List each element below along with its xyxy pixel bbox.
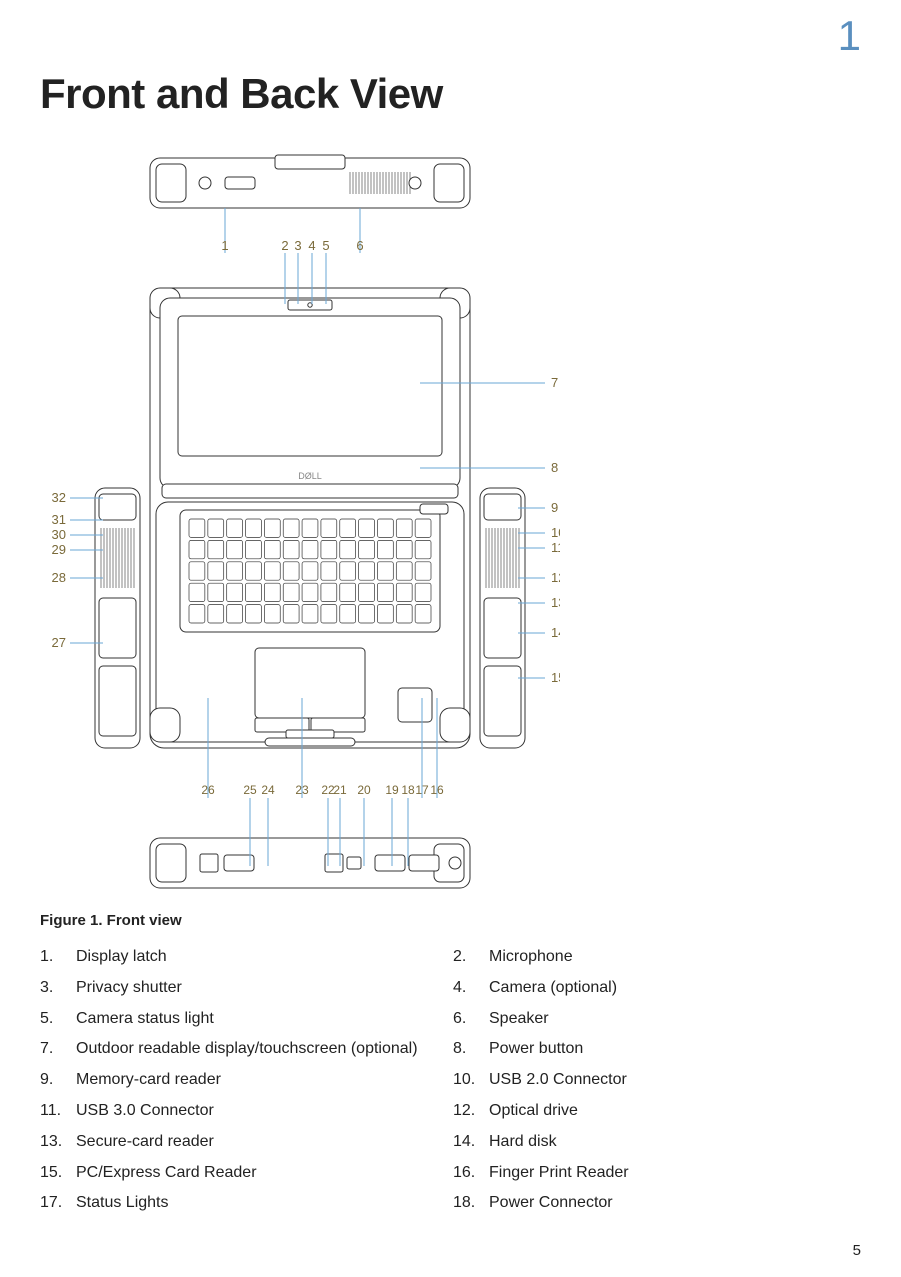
legend-item-number: 17. — [40, 1193, 70, 1214]
legend-item-number: 13. — [40, 1132, 70, 1153]
legend-item-text: Privacy shutter — [76, 978, 447, 999]
legend-item-number: 2. — [453, 947, 483, 968]
svg-text:26: 26 — [201, 783, 215, 797]
svg-text:13: 13 — [551, 595, 560, 610]
legend-item-text: PC/Express Card Reader — [76, 1163, 447, 1184]
legend-item-text: Hard disk — [489, 1132, 860, 1153]
legend-item-text: USB 3.0 Connector — [76, 1101, 447, 1122]
legend-item-text: Display latch — [76, 947, 447, 968]
legend-item-number: 16. — [453, 1163, 483, 1184]
legend-item-number: 7. — [40, 1039, 70, 1060]
legend-item-number: 3. — [40, 978, 70, 999]
legend-item-text: Outdoor readable display/touchscreen (op… — [76, 1039, 447, 1060]
legend-item-text: Camera (optional) — [489, 978, 860, 999]
svg-text:7: 7 — [551, 375, 558, 390]
legend-item-text: Power Connector — [489, 1193, 860, 1214]
svg-text:31: 31 — [52, 512, 66, 527]
legend-item-number: 5. — [40, 1009, 70, 1030]
legend-item-text: Memory-card reader — [76, 1070, 447, 1091]
chapter-number: 1 — [838, 12, 861, 60]
figure: DØLL123456789101112131415323130292827262… — [40, 138, 560, 898]
svg-text:32: 32 — [52, 490, 66, 505]
svg-text:DØLL: DØLL — [298, 471, 322, 481]
legend-item-number: 9. — [40, 1070, 70, 1091]
page-title: Front and Back View — [40, 70, 861, 118]
svg-text:9: 9 — [551, 500, 558, 515]
svg-text:24: 24 — [261, 783, 275, 797]
legend-item-number: 14. — [453, 1132, 483, 1153]
legend-list: 1. Display latch 2. Microphone 3. Privacy shu… — [40, 947, 860, 1214]
legend-item-number: 15. — [40, 1163, 70, 1184]
legend-item-text: USB 2.0 Connector — [489, 1070, 860, 1091]
legend-item-number: 18. — [453, 1193, 483, 1214]
svg-text:27: 27 — [52, 635, 66, 650]
svg-text:29: 29 — [52, 542, 66, 557]
legend-item-number: 4. — [453, 978, 483, 999]
svg-text:18: 18 — [401, 783, 415, 797]
legend-item-text: Speaker — [489, 1009, 860, 1030]
legend-item-text: Secure-card reader — [76, 1132, 447, 1153]
svg-text:20: 20 — [357, 783, 371, 797]
svg-text:11: 11 — [551, 540, 560, 555]
svg-text:5: 5 — [322, 238, 329, 253]
legend-item-number: 1. — [40, 947, 70, 968]
front-view-diagram: DØLL123456789101112131415323130292827262… — [40, 138, 560, 898]
legend-item-text: Status Lights — [76, 1193, 447, 1214]
svg-text:14: 14 — [551, 625, 560, 640]
svg-text:3: 3 — [294, 238, 301, 253]
svg-text:1: 1 — [221, 238, 228, 253]
svg-text:6: 6 — [356, 238, 363, 253]
svg-text:12: 12 — [551, 570, 560, 585]
svg-text:10: 10 — [551, 525, 560, 540]
legend-item-number: 6. — [453, 1009, 483, 1030]
svg-text:17: 17 — [415, 783, 429, 797]
svg-text:28: 28 — [52, 570, 66, 585]
svg-text:25: 25 — [243, 783, 257, 797]
svg-text:16: 16 — [430, 783, 444, 797]
legend-item-text: Optical drive — [489, 1101, 860, 1122]
legend-item-text: Microphone — [489, 947, 860, 968]
svg-text:8: 8 — [551, 460, 558, 475]
page-number: 5 — [853, 1242, 861, 1259]
legend-item-text: Finger Print Reader — [489, 1163, 860, 1184]
svg-text:21: 21 — [333, 783, 347, 797]
legend-item-text: Camera status light — [76, 1009, 447, 1030]
svg-text:30: 30 — [52, 527, 66, 542]
svg-text:15: 15 — [551, 670, 560, 685]
legend-item-number: 11. — [40, 1101, 70, 1122]
page: 1 Front and Back View DØLL12345678910111… — [0, 0, 901, 1277]
figure-caption: Figure 1. Front view — [40, 912, 861, 929]
svg-text:4: 4 — [308, 238, 315, 253]
svg-text:2: 2 — [281, 238, 288, 253]
svg-text:19: 19 — [385, 783, 399, 797]
legend-item-number: 10. — [453, 1070, 483, 1091]
legend-item-text: Power button — [489, 1039, 860, 1060]
svg-text:23: 23 — [295, 783, 309, 797]
legend-item-number: 12. — [453, 1101, 483, 1122]
legend-item-number: 8. — [453, 1039, 483, 1060]
